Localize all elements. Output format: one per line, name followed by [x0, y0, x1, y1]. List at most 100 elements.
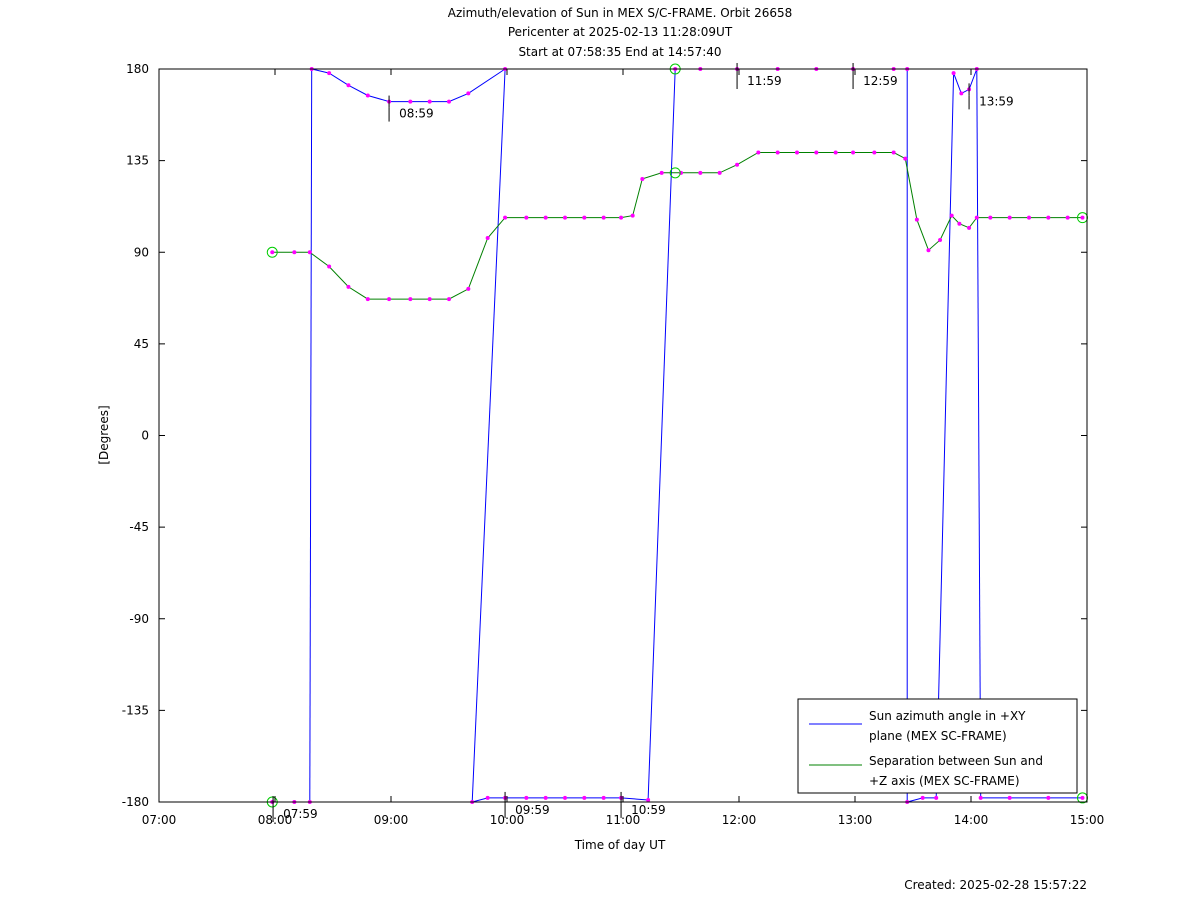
plot-area-frame	[158, 68, 1088, 803]
separation-point	[833, 150, 838, 155]
x-tick-label: 13:00	[838, 813, 873, 827]
legend-box	[797, 698, 1078, 794]
azimuth-point	[408, 99, 413, 104]
separation-point	[640, 176, 645, 181]
azimuth-wrap-line	[309, 68, 313, 803]
azimuth-line-segment	[953, 68, 978, 95]
separation-point	[466, 286, 471, 291]
separation-point	[756, 150, 761, 155]
separation-point	[891, 150, 896, 155]
separation-point	[619, 215, 624, 220]
separation-point	[903, 156, 908, 161]
chart-title-line-3: Start at 07:58:35 End at 14:57:40	[518, 45, 721, 59]
separation-point	[967, 225, 972, 230]
azimuth-point	[959, 91, 964, 96]
x-tick-label: 09:00	[374, 813, 409, 827]
separation-point	[543, 215, 548, 220]
separation-point	[365, 297, 370, 302]
x-tick-label: 07:00	[142, 813, 177, 827]
separation-point	[601, 215, 606, 220]
separation-point	[485, 235, 490, 240]
azimuth-point	[951, 71, 956, 76]
azimuth-wrap-line	[935, 73, 955, 798]
separation-point	[447, 297, 451, 302]
azimuth-point	[447, 99, 451, 104]
y-tick-label: -90	[129, 612, 149, 626]
azimuth-point	[1007, 795, 1012, 800]
annotation-layer: 07:59 08:59 09:59 10:59 11:59 12:59 13:59	[272, 63, 1014, 822]
separation-point	[270, 250, 275, 255]
legend-label-azimuth-line-2: plane (MEX SC-FRAME)	[869, 729, 1007, 743]
x-tick-label: 12:00	[722, 813, 757, 827]
legend-label-separation-line-1: Separation between Sun and	[869, 754, 1043, 768]
y-tick-label: 0	[141, 429, 149, 443]
separation-point	[346, 284, 351, 289]
separation-point	[735, 162, 740, 167]
separation-point	[659, 170, 664, 175]
separation-point	[872, 150, 877, 155]
pericenter-separation-marker	[669, 167, 681, 179]
y-tick-label: 45	[134, 337, 149, 351]
separation-start-marker	[266, 246, 278, 258]
x-tick-label: 11:00	[606, 813, 641, 827]
separation-point	[408, 297, 413, 302]
azimuth-wrap-line	[976, 68, 982, 798]
y-tick-label: -180	[122, 795, 149, 809]
annotation-label: 10:59	[631, 803, 666, 817]
x-tick-label: 14:00	[954, 813, 989, 827]
separation-point	[563, 215, 567, 220]
separation-point	[503, 215, 508, 220]
separation-point	[427, 297, 432, 302]
separation-point	[582, 215, 587, 220]
separation-point	[1080, 215, 1085, 220]
separation-point	[387, 297, 392, 302]
azimuth-point	[327, 71, 332, 76]
footer-created: Created: 2025-02-28 15:57:22	[904, 878, 1087, 892]
x-tick-label: 08:00	[258, 813, 293, 827]
y-tick-label: -135	[122, 703, 149, 717]
azimuth-line-segment	[472, 797, 649, 803]
chart-title-line-2: Pericenter at 2025-02-13 11:28:09UT	[508, 25, 733, 39]
separation-point	[1007, 215, 1012, 220]
x-tick-label: 10:00	[490, 813, 525, 827]
chart-title-line-1: Azimuth/elevation of Sun in MEX S/C-FRAM…	[448, 6, 793, 20]
y-tick-label: -45	[129, 520, 149, 534]
legend-label-separation-line-2: +Z axis (MEX SC-FRAME)	[869, 774, 1020, 788]
separation-point	[1046, 215, 1051, 220]
azimuth-point	[582, 795, 587, 800]
azimuth-point	[543, 795, 548, 800]
separation-point	[1027, 215, 1031, 220]
separation-point	[630, 213, 635, 218]
legend: Sun azimuth angle in +XY plane (MEX SC-F…	[797, 698, 1078, 794]
annotation-label: 07:59	[283, 807, 318, 821]
azimuth-point	[466, 91, 471, 96]
y-tick-label: 180	[126, 62, 149, 76]
y-tick-label: 135	[126, 154, 149, 168]
separation-point	[327, 264, 332, 269]
azimuth-point	[346, 83, 351, 88]
azimuth-line-segment	[311, 68, 506, 103]
separation-point	[851, 150, 856, 155]
annotation-label: 12:59	[863, 74, 898, 88]
separation-line	[272, 152, 1083, 300]
azimuth-point	[365, 93, 370, 98]
separation-point	[974, 215, 979, 220]
azimuth-point	[646, 797, 651, 802]
azimuth-point	[934, 795, 939, 800]
separation-point	[914, 217, 919, 222]
separation-point	[524, 215, 529, 220]
separation-point	[926, 248, 931, 253]
separation-point	[988, 215, 993, 220]
separation-point	[949, 213, 954, 218]
separation-point	[698, 170, 703, 175]
separation-point	[795, 150, 799, 155]
azimuth-point	[601, 795, 606, 800]
x-tick-label: 15:00	[1070, 813, 1105, 827]
separation-point	[957, 221, 962, 226]
separation-point	[938, 238, 943, 243]
legend-label-azimuth-line-1: Sun azimuth angle in +XY	[869, 709, 1026, 723]
azimuth-point	[978, 795, 983, 800]
azimuth-point	[524, 795, 529, 800]
azimuth-point	[427, 99, 432, 104]
